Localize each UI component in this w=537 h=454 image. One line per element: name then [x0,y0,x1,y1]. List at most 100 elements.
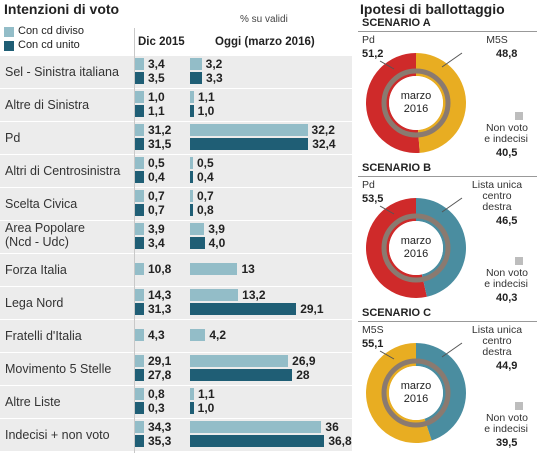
dic-value: 4,3 [148,328,165,342]
dic-value: 3,4 [148,57,165,71]
oggi-bar [190,91,194,103]
scenario-rule [358,321,537,322]
oggi-bar [190,369,293,381]
slice-a-value: 53,5 [362,193,384,205]
oggi-bar [190,237,205,249]
oggi-value: 36 [325,420,339,434]
dic-marker [135,223,144,235]
scenario-3: SCENARIO C marzo 2016 M5S 55,1 Lista unica cen… [358,307,537,454]
abstention-label-line: Non voto [485,267,528,279]
slice-b-label-line: centro [482,335,512,347]
dic-value: 1,0 [148,90,165,104]
dic-value: 10,8 [148,262,172,276]
leader-line-a [379,205,395,215]
dic-value: 0,7 [148,203,165,217]
oggi-value: 0,4 [197,170,214,184]
slice-b [416,198,466,297]
oggi-value: 13,2 [242,288,266,302]
legend-label-diviso: Con cd diviso [18,25,85,37]
donut-inner-ring [381,68,451,138]
oggi-bar [190,157,193,169]
center-line-1: marzo [400,90,432,102]
oggi-value: 13 [241,262,255,276]
oggi-value: 0,8 [197,203,214,217]
leader-line-a [379,60,395,70]
slice-b-label-line: destra [482,346,512,358]
leader-line-a [379,350,395,360]
row-background [0,221,352,253]
oggi-bar [190,138,309,150]
slice-b-label: Lista unica centro destra [466,180,528,213]
slice-b-label-line: Lista unica [471,179,523,191]
oggi-bar [190,124,308,136]
oggi-bar [190,355,289,367]
oggi-value: 32,2 [311,123,335,137]
party-label: Scelta Civica [5,197,78,211]
slice-a-label: Pd [362,179,375,191]
dic-marker [135,369,144,381]
center-line-2: 2016 [403,393,429,405]
party-label: Area Popolare [5,221,85,235]
abstention-square [515,112,523,120]
oggi-bar [190,105,194,117]
abstention-value: 40,5 [496,147,518,159]
slice-a-label: M5S [362,324,384,336]
dic-value: 35,3 [148,434,172,448]
legend-swatch-diviso [4,27,14,37]
slice-b [416,343,466,441]
party-label: Altri di Centrosinistra [5,164,121,178]
voting-intentions-panel: Intenzioni di voto Con cd diviso Con cd … [0,1,352,453]
donut-hole [389,366,443,420]
oggi-value: 32,4 [312,137,336,151]
party-label: Altre Liste [5,395,61,409]
oggi-value: 28 [296,368,310,382]
dic-value: 31,2 [148,123,172,137]
dic-marker [135,237,144,249]
donut-chart [365,197,466,298]
party-label: Movimento 5 Stelle [5,362,112,376]
donut-hole [389,221,443,275]
runoff-title: Ipotesi di ballottaggio [360,1,505,17]
party-label-sub: (Ncd - Udc) [5,235,69,249]
oggi-value: 0,5 [197,156,214,170]
dic-value: 31,5 [148,137,172,151]
column-pct-label: % su validi [240,14,288,25]
party-label: Altre di Sinistra [5,98,90,112]
oggi-value: 3,2 [205,57,223,71]
center-line-2: 2016 [403,248,429,260]
party-label: Lega Nord [5,296,64,310]
oggi-bar [190,204,193,216]
dic-value: 3,4 [148,236,165,250]
party-label: Pd [5,131,21,145]
dic-value: 3,9 [148,222,165,236]
oggi-bar [190,402,194,414]
slice-b-value: 44,9 [496,360,518,372]
abstention-label: Non voto e indecisi [466,413,528,435]
slice-a-value: 51,2 [362,48,384,60]
donut-chart [365,52,466,153]
donut-chart [365,342,466,443]
slice-a [365,343,432,443]
oggi-bar [190,223,205,235]
abstention-label-line: e indecisi [484,423,528,435]
leader-line-b [441,342,463,358]
dic-marker [135,72,144,84]
row-background [0,386,352,418]
center-line-1: marzo [400,235,432,247]
oggi-bar [190,171,193,183]
legend-label-unito: Con cd unito [18,39,80,51]
dic-marker [135,421,144,433]
dic-marker [135,124,144,136]
dic-value: 3,5 [148,71,165,85]
oggi-value: 1,0 [197,104,215,118]
abstention-label-line: Non voto [485,122,528,134]
center-line-1: marzo [400,380,432,392]
row-background [0,320,352,352]
dic-marker [135,303,144,315]
slice-a-label: Pd [362,34,375,46]
dic-value: 0,7 [148,189,165,203]
panel-title: Intenzioni di voto [4,1,120,17]
row-background [0,353,352,385]
donut-center-label: marzo 2016 [386,380,446,406]
legend-swatch-unito [4,41,14,51]
